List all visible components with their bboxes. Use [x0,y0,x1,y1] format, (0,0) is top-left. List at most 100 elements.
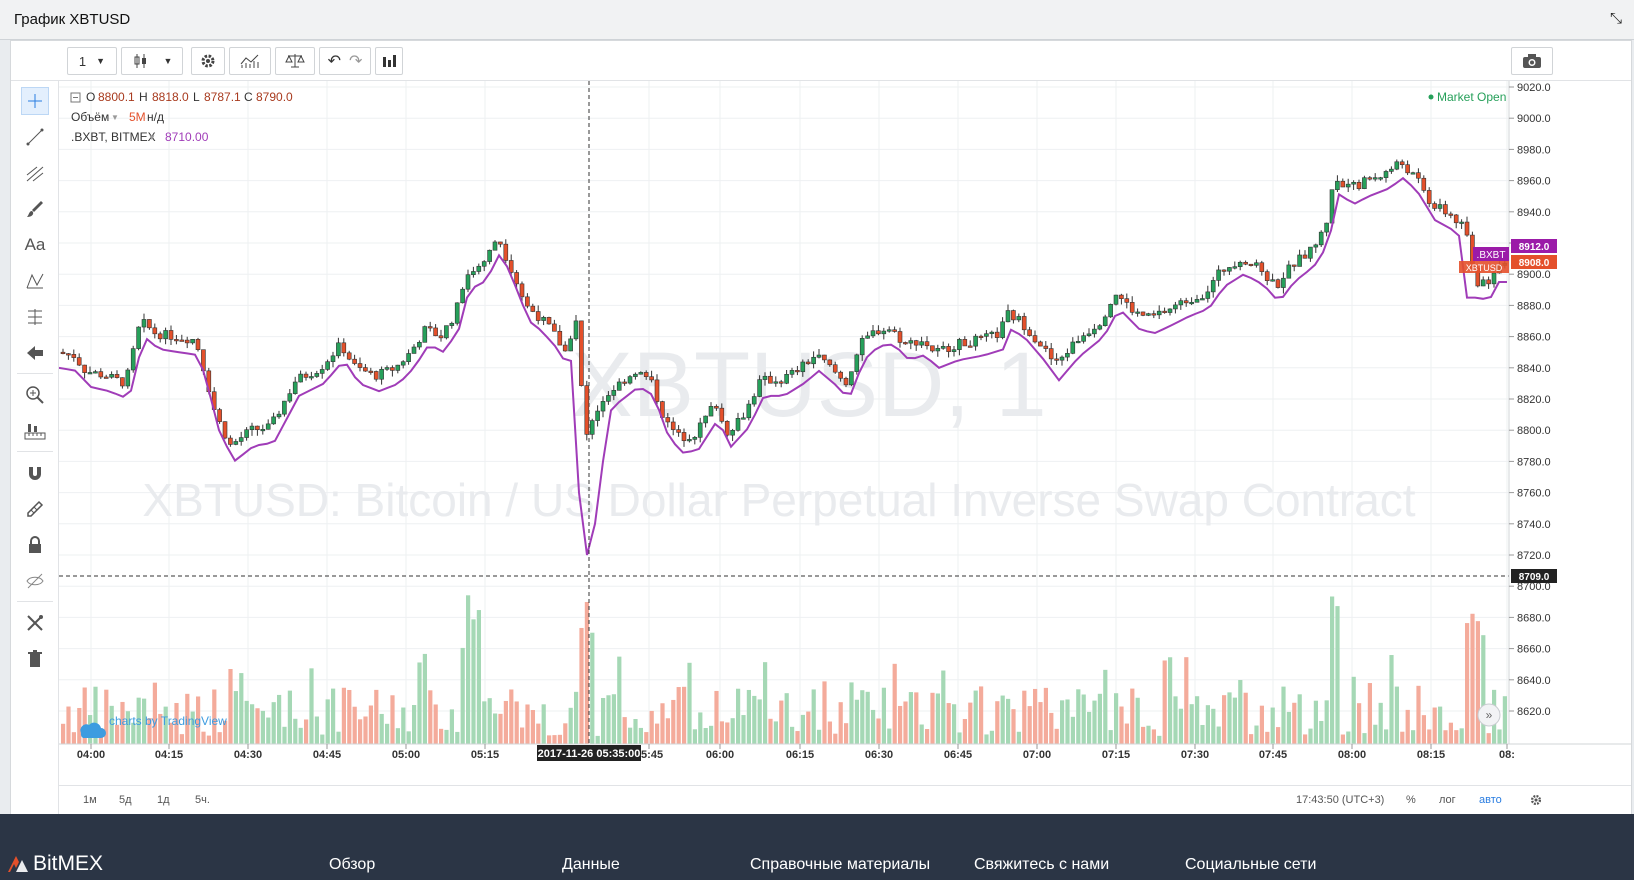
clock[interactable]: 17:43:50 (UTC+3) [1296,794,1385,806]
candle-body [1480,279,1486,287]
pattern-tool[interactable] [21,267,49,295]
chart-type-dropdown[interactable]: ▼ [121,47,183,75]
candle-body [298,373,303,383]
legend-open-label: O [86,90,95,104]
bar-chart-button[interactable] [375,47,403,75]
range-1m[interactable]: 1м [83,794,97,806]
candle-body [1459,221,1464,224]
text-tool[interactable]: Aa [21,231,49,259]
volume-bar [757,699,762,744]
volume-bar [1124,723,1129,744]
percent-toggle[interactable]: % [1406,794,1416,806]
chevron-down-icon: ▼ [163,56,173,66]
volume-bar [352,706,357,744]
trend-line-tool[interactable] [21,123,49,151]
undo-icon[interactable]: ↶ [327,53,341,70]
pitchfork-tool[interactable] [21,159,49,187]
range-1d[interactable]: 1д [157,794,170,806]
candle-body [184,339,190,344]
zoom-tool[interactable] [21,381,49,409]
lock-tool[interactable] [21,531,49,559]
candle-body [114,374,120,378]
footer-link-social[interactable]: Социальные сети [1185,856,1317,873]
volume-bar [255,708,260,744]
time-tick-label: 05:00 [392,749,420,761]
footer-link-data[interactable]: Данные [562,856,620,873]
volume-bar [341,687,346,744]
interval-value: 1 [78,53,87,69]
candle-body [978,335,984,338]
brush-tool[interactable] [21,195,49,223]
candle-body [1183,300,1189,304]
volume-bar [179,734,184,744]
volume-bar [1232,697,1237,744]
volume-bar [358,719,363,744]
candle-body [535,311,541,321]
arrow-tool[interactable] [21,339,49,367]
expand-icon[interactable]: ⤡ [1609,10,1622,27]
trash-button[interactable] [21,645,49,673]
candle-body [557,330,563,346]
volume-bar [628,727,633,744]
brand-logo[interactable]: BitMEX [8,852,103,876]
footer-link-reference[interactable]: Справочные материалы [750,856,931,873]
hide-tool[interactable] [21,567,49,595]
volume-bar [244,700,249,744]
log-toggle[interactable]: лог [1439,794,1456,806]
candle-body [93,371,98,374]
price-tick-label: 8660.0 [1517,644,1551,656]
volume-bar [282,726,287,744]
candle-body [427,326,433,329]
candle-body [390,367,395,371]
range-5h[interactable]: 5ч. [195,794,210,806]
remove-tools-button[interactable] [21,609,49,637]
volume-bar [876,718,881,744]
auto-toggle[interactable]: авто [1479,794,1502,806]
candle-body [930,345,935,352]
crosshair-tool[interactable] [21,87,49,115]
fib-tool[interactable] [21,303,49,331]
price-chart[interactable]: XBTUSD, 1 XBTUSD: Bitcoin / US Dollar Pe… [59,81,1631,785]
volume-bar [1297,694,1302,744]
magnet-tool[interactable] [21,459,49,487]
candle-body [1156,310,1162,316]
candle-body [795,370,800,373]
volume-bar [1216,726,1221,744]
time-tick-label: 06:45 [944,749,972,761]
volume-bar [239,673,244,744]
collapse-legend-icon [70,92,81,103]
volume-bar [1389,655,1394,744]
volume-bar [169,722,174,744]
candle-body [125,369,131,387]
measure-tool[interactable] [21,417,49,445]
candle-body [330,355,336,362]
indicators-button[interactable] [229,47,271,75]
volume-bar [1135,697,1140,744]
snapshot-button[interactable] [1511,47,1553,75]
compare-button[interactable] [275,47,315,75]
candle-body [1221,269,1227,272]
volume-bar [1162,660,1167,744]
double-chevron-right-icon: » [1486,708,1493,722]
volume-bar [277,694,282,744]
volume-bar [703,727,708,744]
volume-bar [1006,698,1011,744]
candle-body [579,320,584,386]
candle-body [643,372,649,377]
time-tick-label: 08:00 [1338,749,1366,761]
stay-drawing-tool[interactable] [21,495,49,523]
volume-bar [1340,734,1345,744]
candle-body [1464,221,1470,236]
range-5d[interactable]: 5д [119,794,132,806]
settings-button[interactable] [191,47,225,75]
candle-body [1205,291,1211,299]
volume-bar [385,723,390,744]
volume-bar [152,682,157,744]
interval-dropdown[interactable]: 1 ▼ [67,47,117,75]
volume-bar [163,706,168,744]
footer-link-contact[interactable]: Свяжитесь с нами [974,856,1110,873]
legend-high-label: H [139,90,148,104]
redo-icon[interactable]: ↷ [349,53,363,70]
footer-link-overview[interactable]: Обзор [329,856,376,873]
gear-icon[interactable] [1529,793,1543,807]
